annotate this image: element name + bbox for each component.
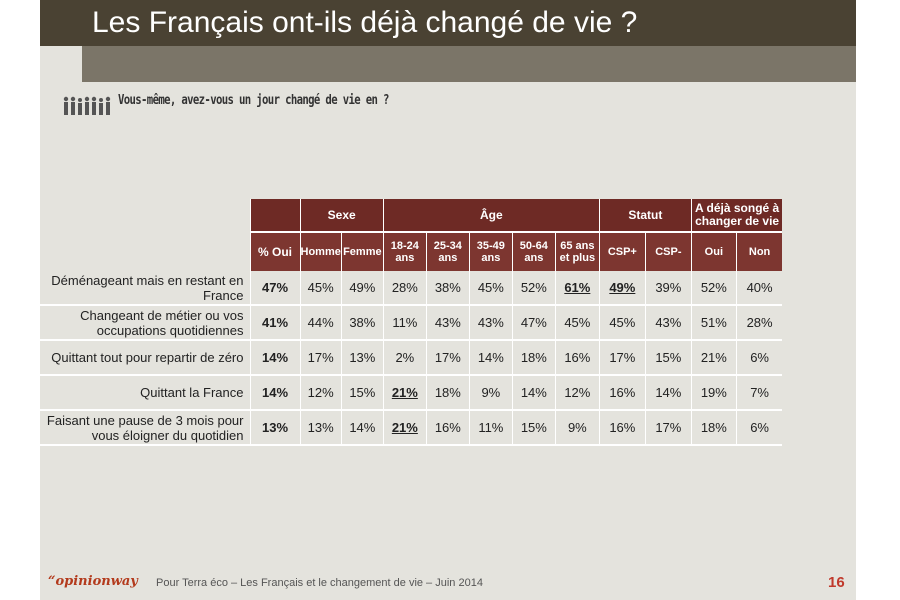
table-cell: 19% bbox=[690, 375, 737, 411]
table-cell: 49% bbox=[598, 271, 646, 306]
table-cell: 17% bbox=[598, 340, 646, 376]
table-cell: 38% bbox=[425, 271, 470, 306]
table-cell: 18% bbox=[690, 410, 737, 446]
column-header: % Oui bbox=[249, 231, 300, 271]
table-cell: 47% bbox=[511, 305, 556, 341]
table-cell: 49% bbox=[340, 271, 384, 306]
table-cell: 16% bbox=[425, 410, 470, 446]
table-row: Changeant de métier ou vos occupations q… bbox=[40, 305, 783, 341]
table-cell: 16% bbox=[598, 375, 646, 411]
table-cell: 9% bbox=[468, 375, 513, 411]
total-cell: 13% bbox=[249, 410, 300, 446]
table-cell: 15% bbox=[511, 410, 556, 446]
table-cell: 28% bbox=[382, 271, 427, 306]
table-cell: 44% bbox=[299, 305, 342, 341]
table-row: Quittant tout pour repartir de zéro 14% 17… bbox=[40, 340, 783, 376]
row-label: Changeant de métier ou vos occupations q… bbox=[40, 305, 250, 341]
table-cell: 15% bbox=[340, 375, 384, 411]
table-cell: 40% bbox=[735, 271, 783, 306]
table-row: Déménageant mais en restant en France 47%… bbox=[40, 271, 783, 306]
table-cell: 12% bbox=[554, 375, 600, 411]
table-cell: 45% bbox=[598, 305, 646, 341]
group-header-statut: Statut bbox=[598, 199, 692, 232]
title-strip bbox=[82, 46, 856, 82]
column-header: CSP+ bbox=[598, 231, 646, 271]
footer-source: Pour Terra éco – Les Français et le chan… bbox=[156, 577, 483, 589]
column-header: 18-24 ans bbox=[382, 231, 427, 271]
group-header-age: Âge bbox=[382, 199, 600, 232]
column-header: Femme bbox=[340, 231, 384, 271]
table-cell: 21% bbox=[382, 410, 427, 446]
total-cell: 14% bbox=[249, 340, 300, 376]
table-cell: 11% bbox=[468, 410, 513, 446]
table-cell: 7% bbox=[735, 375, 783, 411]
row-label: Quittant la France bbox=[40, 375, 250, 411]
table-cell: 45% bbox=[554, 305, 600, 341]
group-header-row: Sexe Âge Statut A déjà songé à changer d… bbox=[40, 199, 783, 232]
total-cell: 41% bbox=[249, 305, 300, 341]
table-row: Faisant une pause de 3 mois pour vous él… bbox=[40, 410, 783, 446]
row-label: Faisant une pause de 3 mois pour vous él… bbox=[40, 410, 250, 446]
table-cell: 14% bbox=[468, 340, 513, 376]
table-cell: 17% bbox=[299, 340, 342, 376]
table-cell: 13% bbox=[340, 340, 384, 376]
table-cell: 38% bbox=[340, 305, 384, 341]
title-bar bbox=[40, 0, 856, 46]
column-header-row: % Oui Homme Femme 18-24 ans 25-34 ans 35… bbox=[40, 231, 783, 271]
table-cell: 21% bbox=[690, 340, 737, 376]
table-cell: 43% bbox=[425, 305, 470, 341]
column-header: 25-34 ans bbox=[425, 231, 470, 271]
table-cell: 52% bbox=[511, 271, 556, 306]
column-header: 50-64 ans bbox=[511, 231, 556, 271]
table-cell: 18% bbox=[425, 375, 470, 411]
table-cell: 21% bbox=[382, 375, 427, 411]
total-cell: 47% bbox=[249, 271, 300, 306]
group-header-songe: A déjà songé à changer de vie bbox=[690, 199, 783, 232]
people-silhouettes-icon bbox=[63, 96, 111, 115]
table-cell: 14% bbox=[644, 375, 692, 411]
table-cell: 11% bbox=[382, 305, 427, 341]
table-cell: 13% bbox=[299, 410, 342, 446]
column-header: Non bbox=[735, 231, 783, 271]
table-cell: 28% bbox=[735, 305, 783, 341]
table-cell: 51% bbox=[690, 305, 737, 341]
table-cell: 6% bbox=[735, 410, 783, 446]
table-cell: 17% bbox=[644, 410, 692, 446]
table-cell: 16% bbox=[554, 340, 600, 376]
table-cell: 39% bbox=[644, 271, 692, 306]
table-cell: 14% bbox=[340, 410, 384, 446]
column-header: Oui bbox=[690, 231, 737, 271]
table-cell: 14% bbox=[511, 375, 556, 411]
table-row: Quittant la France 14% 12% 15% 21% 18% 9% 14% 12… bbox=[40, 375, 783, 411]
results-table: Sexe Âge Statut A déjà songé à changer d… bbox=[40, 199, 783, 446]
table-cell: 45% bbox=[299, 271, 342, 306]
column-header: CSP- bbox=[644, 231, 692, 271]
table-cell: 61% bbox=[554, 271, 600, 306]
table-cell: 2% bbox=[382, 340, 427, 376]
row-label: Déménageant mais en restant en France bbox=[40, 271, 250, 306]
total-cell: 14% bbox=[249, 375, 300, 411]
table-cell: 43% bbox=[644, 305, 692, 341]
table-cell: 12% bbox=[299, 375, 342, 411]
column-header: 35-49 ans bbox=[468, 231, 513, 271]
table-cell: 15% bbox=[644, 340, 692, 376]
row-label: Quittant tout pour repartir de zéro bbox=[40, 340, 250, 376]
table-cell: 9% bbox=[554, 410, 600, 446]
group-header-sexe: Sexe bbox=[299, 199, 384, 232]
table-cell: 18% bbox=[511, 340, 556, 376]
page-number: 16 bbox=[828, 574, 845, 591]
opinionway-logo: “opinionway bbox=[48, 574, 138, 589]
column-header: 65 ans et plus bbox=[554, 231, 600, 271]
table-cell: 52% bbox=[690, 271, 737, 306]
survey-question: Vous-même, avez-vous un jour changé de v… bbox=[118, 93, 389, 108]
group-header-total bbox=[249, 199, 300, 232]
table-cell: 17% bbox=[425, 340, 470, 376]
table-cell: 45% bbox=[468, 271, 513, 306]
column-header: Homme bbox=[299, 231, 342, 271]
page-title: Les Français ont-ils déjà changé de vie … bbox=[92, 6, 638, 39]
table-cell: 16% bbox=[598, 410, 646, 446]
table-cell: 43% bbox=[468, 305, 513, 341]
table-cell: 6% bbox=[735, 340, 783, 376]
